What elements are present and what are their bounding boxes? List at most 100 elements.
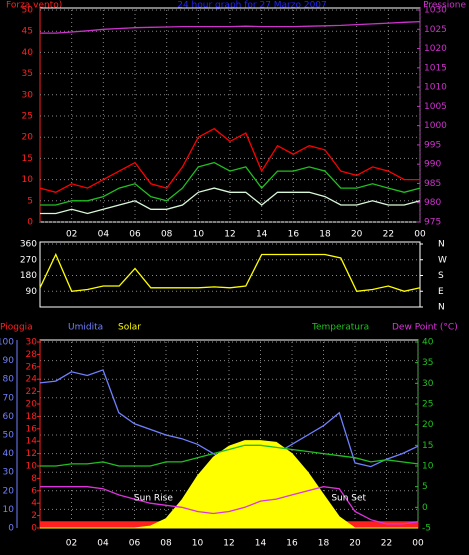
y2-tick-label: 1000	[424, 121, 447, 131]
legend-label: Dew Point (°C)	[392, 323, 458, 333]
series-line	[40, 20, 421, 34]
y2-tick-label: N	[438, 240, 445, 250]
y3-tick-label: 18	[26, 412, 38, 422]
y-tick-label: 50	[3, 431, 15, 441]
y-tick-label: 30	[22, 90, 34, 100]
y-tick-label: 45	[22, 27, 33, 37]
y3-tick-label: 6	[31, 486, 37, 496]
plot-frame	[39, 241, 421, 308]
x-tick-label: 04	[98, 230, 110, 240]
y-axis-label: Forza vento)	[6, 1, 62, 11]
y2-tick-label: 985	[424, 179, 441, 189]
y-tick-label: 40	[22, 48, 34, 58]
x-tick-label: 02	[66, 230, 77, 240]
y-tick-label: 50	[22, 6, 34, 16]
x-tick-label: 02	[66, 539, 77, 549]
y2-tick-label: 10	[422, 462, 434, 472]
y2-tick-label: S	[438, 271, 444, 281]
y2-tick-label: 1005	[424, 102, 447, 112]
x-tick-label: 20	[351, 230, 363, 240]
x-tick-label: 00	[414, 230, 426, 240]
y2-tick-label: 15	[422, 441, 433, 451]
y-tick-label: 360	[20, 240, 37, 250]
x-tick-label: 10	[192, 539, 204, 549]
y-tick-label: 0	[8, 524, 14, 534]
x-tick-label: 22	[383, 230, 394, 240]
y2-tick-label: 20	[422, 420, 434, 430]
x-tick-label: 14	[256, 230, 268, 240]
y2-tick-label: 980	[424, 198, 441, 208]
annotation: Sun Rise	[134, 494, 173, 504]
y-tick-label: 270	[20, 255, 37, 265]
x-tick-label: 08	[161, 230, 173, 240]
y2-tick-label: E	[438, 287, 444, 297]
y2-tick-label: 40	[422, 338, 434, 348]
y3-tick-label: 22	[26, 387, 37, 397]
y-tick-label: 20	[22, 133, 34, 143]
legend-label: Temperatura	[311, 323, 369, 333]
y-tick-label: 60	[3, 412, 15, 422]
y2-tick-label: 1010	[424, 83, 447, 93]
y-tick-label: 10	[22, 175, 34, 185]
series-line	[40, 187, 421, 215]
y3-tick-label: 2	[31, 511, 37, 521]
y2-tick-label: 35	[422, 358, 433, 368]
legend-label: Solar	[118, 323, 141, 333]
y3-tick-label: 12	[26, 449, 37, 459]
y3-tick-label: 0	[31, 524, 37, 534]
y-tick-label: 15	[22, 154, 33, 164]
y3-tick-label: 14	[26, 437, 38, 447]
y2-tick-label: 1025	[424, 25, 447, 35]
series-line	[39, 127, 420, 193]
series-area	[40, 440, 418, 529]
y3-tick-label: 30	[26, 338, 38, 348]
y3-tick-label: 10	[26, 462, 38, 472]
series-line	[40, 486, 419, 525]
annotation: Sun Set	[331, 494, 366, 504]
x-tick-label: 18	[318, 539, 330, 549]
chart-title: 24 hour graph for 27 Marzo 2007	[177, 1, 327, 11]
y3-tick-label: 28	[26, 350, 38, 360]
legend-label: Pioggia	[0, 323, 33, 333]
y2-tick-label: 30	[422, 379, 434, 389]
y2-tick-label: -5	[422, 524, 431, 534]
x-tick-label: 16	[286, 539, 298, 549]
x-tick-label: 18	[319, 230, 331, 240]
series-line	[39, 252, 421, 293]
y-tick-label: 90	[26, 287, 38, 297]
x-tick-label: 04	[97, 539, 109, 549]
y2-tick-label: 990	[424, 160, 441, 170]
x-tick-label: 06	[129, 230, 141, 240]
y-tick-label: 70	[3, 393, 15, 403]
y3-tick-label: 16	[26, 424, 38, 434]
y-tick-label: 80	[3, 375, 15, 385]
y3-tick-label: 4	[31, 499, 37, 509]
y-tick-label: 0	[27, 218, 33, 228]
x-tick-label: 20	[349, 539, 361, 549]
y-tick-label: 90	[3, 356, 15, 366]
x-tick-label: 12	[224, 230, 235, 240]
y2-tick-label: 975	[424, 218, 441, 228]
y-tick-label: 25	[22, 112, 33, 122]
y-tick-label: 40	[3, 449, 15, 459]
y3-tick-label: 20	[26, 400, 38, 410]
y-tick-label: 35	[22, 69, 33, 79]
y-tick-label: 20	[3, 486, 15, 496]
x-tick-label: 16	[288, 230, 300, 240]
y2-tick-label: W	[438, 255, 447, 265]
y-tick-label: 100	[0, 338, 14, 348]
y-tick-label: 10	[3, 505, 15, 515]
x-tick-label: 14	[255, 539, 267, 549]
y2-tick-label: 1015	[424, 63, 447, 73]
y-tick-label: 180	[20, 271, 37, 281]
y2-tick-label: 5	[422, 482, 428, 492]
y3-tick-label: 8	[31, 474, 37, 484]
y2-tick-label: N	[438, 303, 445, 313]
x-tick-label: 08	[160, 539, 172, 549]
y2-tick-label: 1030	[424, 6, 447, 16]
x-tick-label: 06	[129, 539, 141, 549]
x-tick-label: 22	[381, 539, 392, 549]
y3-tick-label: 24	[26, 375, 38, 385]
y2-axis-label: Pressione	[423, 1, 466, 11]
